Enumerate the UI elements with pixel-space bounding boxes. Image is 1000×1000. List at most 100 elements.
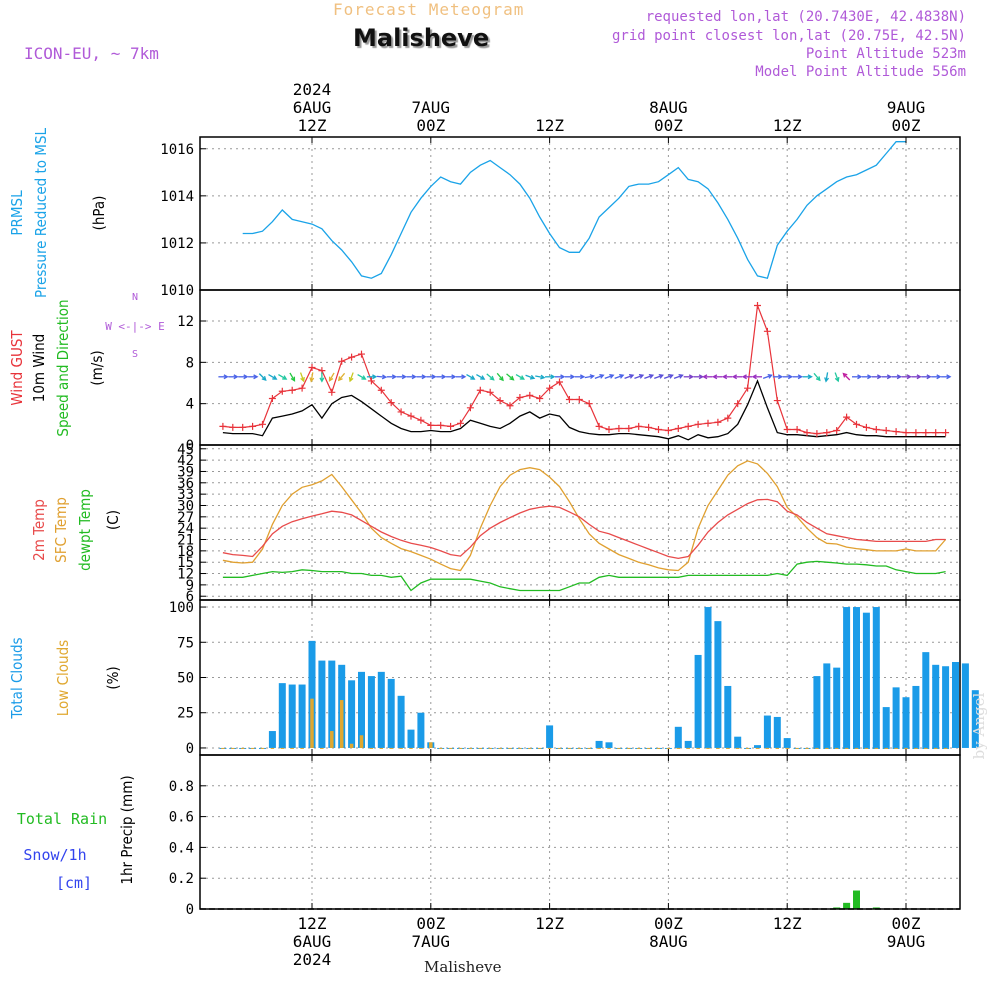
y-tick-label: 12 — [177, 567, 194, 583]
precip-rain-label: Total Rain — [17, 810, 107, 828]
low-cloud-bar — [636, 747, 641, 749]
low-cloud-bar — [231, 747, 235, 749]
low-cloud-bar — [429, 742, 433, 748]
low-cloud-bar — [260, 747, 265, 749]
low-cloud-bar — [646, 747, 651, 749]
gust-marker — [457, 419, 464, 427]
gust-marker — [437, 421, 445, 429]
total-cloud-bar — [704, 607, 712, 748]
total-cloud-bar — [298, 684, 306, 748]
gust-marker — [724, 414, 732, 422]
low-cloud-bar — [567, 747, 572, 749]
total-cloud-bar — [348, 680, 356, 748]
gust-marker — [308, 364, 316, 371]
wind-direction-arrow — [802, 374, 813, 380]
low-cloud-bar — [330, 731, 334, 748]
rain-bar — [843, 902, 851, 909]
wind-direction-arrow — [386, 374, 398, 380]
wind-direction-arrow — [683, 374, 695, 380]
low-cloud-bar — [825, 747, 829, 749]
wind-direction-arrow — [762, 374, 773, 379]
gust-marker — [239, 423, 247, 431]
low-cloud-bar — [597, 747, 601, 749]
gust-marker — [288, 386, 296, 394]
wind-direction-arrow — [702, 374, 713, 380]
bottom-time-label: 00Z — [892, 914, 921, 933]
low-cloud-bar — [627, 747, 631, 749]
panel-precip — [311, 755, 907, 909]
total-cloud-bar — [694, 654, 702, 748]
bottom-time-label: 2024 — [293, 950, 332, 969]
gust-marker — [417, 416, 425, 424]
gust-marker — [338, 357, 346, 365]
compass-we: W <-|-> E — [105, 320, 165, 333]
gust-marker — [377, 386, 385, 394]
wind-direction-arrow — [574, 374, 586, 380]
gust-marker — [664, 427, 672, 435]
wind-direction-arrow — [376, 374, 388, 380]
wind-gust-label: Wind GUST — [8, 330, 26, 406]
low-cloud-bar — [270, 747, 275, 749]
total-cloud-bar — [961, 663, 969, 748]
bottom-time-label: 12Z — [773, 914, 802, 933]
total-cloud-bar — [892, 687, 900, 748]
clouds-low-label: Low Clouds — [54, 640, 72, 716]
low-cloud-bar — [468, 747, 473, 749]
gust-marker — [387, 399, 395, 407]
wind-direction-arrow — [496, 372, 504, 382]
gust-marker — [754, 302, 761, 309]
precip-y-axis: 0 0.2 0.4 0.6 0.8 — [169, 779, 960, 918]
total-cloud-bar — [268, 731, 276, 748]
low-cloud-bar — [478, 747, 483, 749]
top-time-label: 12Z — [298, 116, 327, 135]
low-cloud-bar — [587, 747, 591, 749]
total-cloud-bar — [595, 740, 603, 748]
wind-direction-arrow — [921, 374, 932, 380]
panel-wind — [311, 290, 907, 445]
gust-marker — [268, 395, 276, 402]
wind-direction-arrow — [466, 373, 476, 380]
low-cloud-bar — [290, 747, 294, 749]
rain-bar — [872, 907, 880, 909]
low-cloud-bar — [528, 747, 532, 749]
subtitle: Forecast Meteogram — [333, 0, 525, 19]
gust-line — [222, 305, 946, 435]
low-cloud-bar — [914, 747, 918, 749]
low-cloud-bar — [438, 747, 443, 749]
low-cloud-bar — [607, 747, 611, 749]
gust-marker — [655, 426, 662, 433]
gust-marker — [298, 384, 306, 392]
low-cloud-bar — [735, 747, 740, 749]
low-cloud-bar — [805, 747, 809, 749]
total-cloud-bar — [971, 690, 979, 748]
wind-direction-arrow — [426, 374, 437, 380]
wind-direction-arrow — [792, 374, 803, 380]
pressure-y-axis: 1010 1012 1014 1016 — [160, 142, 960, 299]
low-cloud-bar — [785, 747, 789, 749]
low-cloud-bar — [280, 747, 285, 749]
wind-direction-arrow — [654, 374, 665, 379]
wind-direction-arrow — [931, 374, 942, 380]
bottom-time-label: 7AUG — [412, 932, 451, 951]
clouds-y-axis: 0 25 50 75 100 — [169, 600, 960, 757]
wind-direction-arrow — [238, 374, 249, 380]
wind-direction-arrow — [594, 374, 605, 379]
gust-marker — [328, 388, 336, 396]
gust-marker — [645, 423, 653, 431]
gust-marker — [635, 422, 643, 430]
total-cloud-bar — [278, 683, 286, 748]
wind-direction-arrow — [721, 374, 733, 380]
low-cloud-bar — [458, 747, 463, 749]
wind-direction-arrow — [535, 374, 546, 380]
wind-direction-arrow — [416, 374, 427, 380]
total-cloud-bar — [843, 607, 851, 748]
low-cloud-bar — [696, 747, 700, 749]
precip-unit: 1hr Precip (mm) — [118, 775, 136, 884]
wind-direction-arrow — [289, 372, 296, 382]
precip-cm-label: [cm] — [56, 874, 92, 892]
low-cloud-bar — [349, 743, 354, 748]
y-tick-label: 6 — [186, 589, 194, 605]
wind-direction-arrow — [436, 374, 447, 380]
total-cloud-bar — [833, 667, 841, 748]
wind-direction-arrow — [319, 372, 325, 383]
